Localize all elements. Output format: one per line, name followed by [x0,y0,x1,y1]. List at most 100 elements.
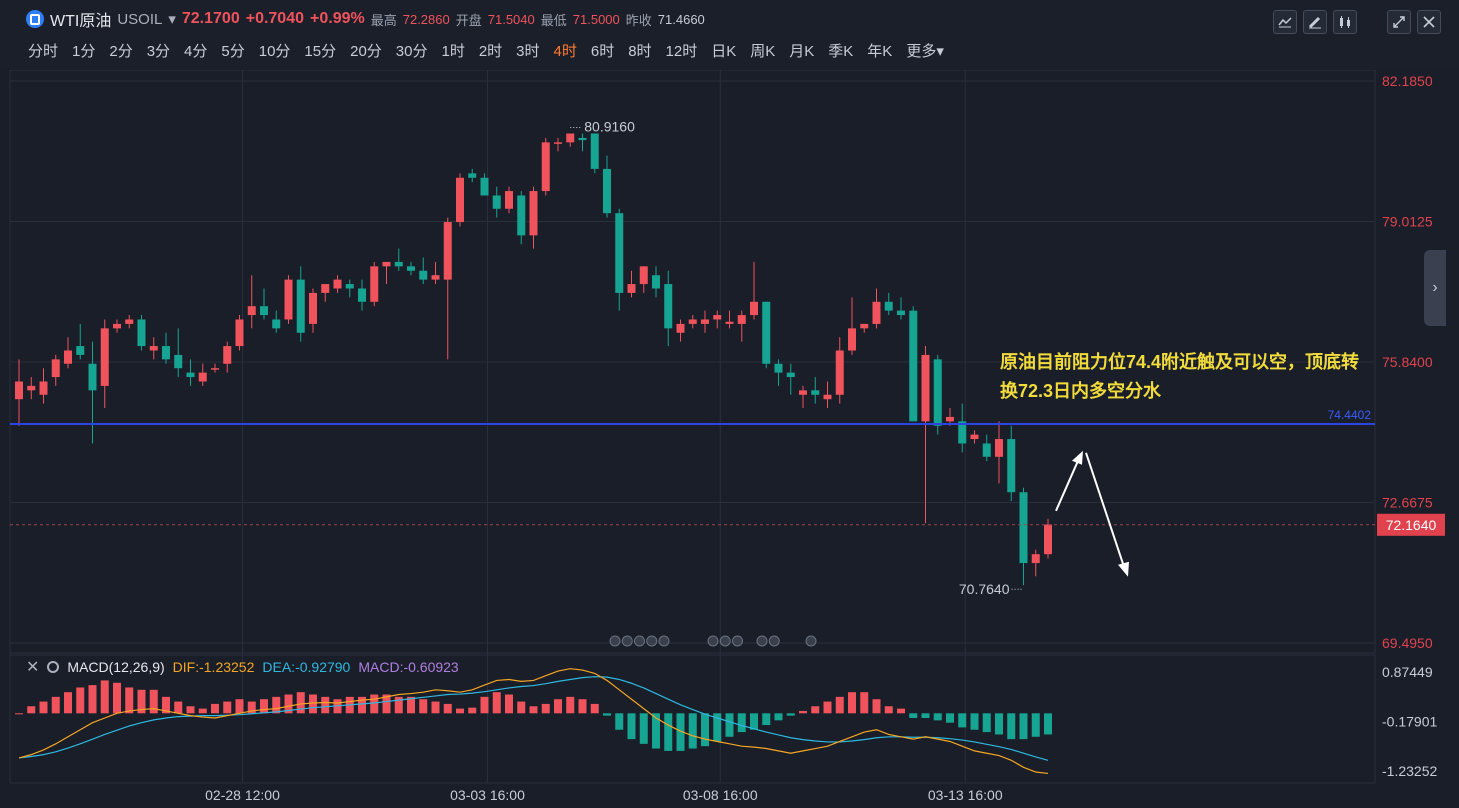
draw-icon[interactable] [1303,10,1327,34]
timeframe-tab[interactable]: 2时 [478,43,503,60]
timeframe-tab[interactable]: 1时 [441,43,465,60]
timeframe-tab[interactable]: 周K [750,43,776,60]
macd-bar [554,699,562,714]
macd-bar [762,713,771,726]
candle-body [162,346,170,360]
macd-bar [394,696,403,714]
macd-bar [162,696,170,714]
macd-bar [370,694,379,714]
timeframe-tab[interactable]: 8时 [628,43,652,60]
macd-y-axis-tick: -0.17901 [1382,714,1437,730]
timeframe-tab[interactable]: 日K [711,43,737,60]
timeframe-tab[interactable]: 年K [867,43,893,60]
candle-body [76,346,85,355]
timeframe-tab[interactable]: 更多▾ [906,43,944,60]
macd-bar [358,696,366,714]
macd-bar [946,713,954,723]
candle-body [149,346,158,351]
macd-bar [235,699,244,714]
macd-bar [737,713,746,733]
close-icon[interactable] [1417,10,1441,34]
x-axis-tick: 03-03 16:00 [450,787,525,803]
event-marker-icon [805,635,817,647]
candle-body [125,319,134,324]
macd-y-axis-tick: -1.23252 [1382,763,1437,779]
quote-row: WTI原油 USOIL ▾ 72.1700 +0.7040 +0.99% 最高 … [26,8,705,30]
axes: 82.1850 79.0125 75.8400 72.6675 69.4950 0.874… [205,73,1437,803]
timeframe-tab[interactable]: 15分 [304,43,337,60]
timeframe-tab[interactable]: 4时 [553,43,577,60]
settings-icon[interactable] [47,661,60,673]
candle-body [223,346,232,364]
price-change-pct: +0.99% [310,10,365,27]
annotation-text: 原油目前阻力位74.4附近触及可以空，顶底转换72.3日内多空分水 [1000,352,1360,401]
dif-line [18,668,1049,775]
timeframe-tabs: 分时 1分 2分 3分 4分 5分 10分 15分 20分 30分 1时 2时 3时 4时 6时 8时 12时日… [28,40,944,62]
chart-area[interactable]: 74.4402 72.1640 80.9160 70.7640 82.1850 79.0… [0,70,1459,808]
macd-bar [198,708,207,714]
candle-body [211,368,219,370]
macd-bar [982,713,991,733]
macd-bar [321,696,330,714]
timeframe-tab[interactable]: 分时 [28,43,59,60]
macd-bar [639,713,648,744]
candle-body [492,195,501,209]
timeframe-tab[interactable]: 季K [828,43,854,60]
macd-bar [1019,713,1028,740]
timeframe-tab[interactable]: 5分 [221,43,245,60]
candle-body [51,359,60,378]
macd-bar [443,703,452,714]
candle-body [688,319,697,324]
symbol-code[interactable]: USOIL [117,10,163,28]
timeframe-tab[interactable]: 20分 [350,43,382,60]
candle-body [309,292,317,324]
macd-bar [566,696,575,714]
indicator-icon[interactable] [1333,10,1357,34]
event-marker-icon [658,635,670,647]
candle-body [174,354,183,369]
line-chart-icon[interactable] [1273,10,1297,34]
macd-bar [909,713,918,718]
candle-body [603,168,611,214]
dea-value: DEA:-0.92790 [262,659,351,675]
candle-body [933,359,942,426]
y-axis-tick: 82.1850 [1382,73,1433,89]
macd-bar [113,682,121,714]
candle-body [590,133,599,169]
timeframe-tab[interactable]: 6时 [590,43,615,60]
candle-body [186,372,195,378]
candle-body [762,301,771,364]
timeframe-tab[interactable]: 4分 [184,43,208,60]
candle-body [1019,492,1028,564]
y-axis-tick: 69.4950 [1382,635,1433,651]
timeframe-tab[interactable]: 30分 [395,43,428,60]
macd-bar [578,699,587,714]
candle-body [848,328,856,351]
timeframe-tab[interactable]: 2分 [109,43,133,60]
symbol-name[interactable]: WTI原油 [50,13,112,30]
candle-body [284,279,293,320]
candle-body [198,372,207,382]
candle-body [701,319,709,324]
y-axis-tick: 79.0125 [1382,214,1433,230]
macd-header: ✕ MACD(12,26,9) DIF:-1.23252 DEA:-0.9279… [26,656,459,678]
candle-body [921,354,930,422]
fullscreen-icon[interactable] [1387,10,1411,34]
x-axis-tick: 02-28 12:00 [205,787,280,803]
candle-body [64,350,72,364]
timeframe-tab[interactable]: 12时 [665,43,698,60]
side-panel-toggle-icon[interactable]: › [1424,250,1446,326]
macd-bar [970,713,979,730]
symbol-dropdown-icon[interactable]: ▾ [168,11,176,28]
candle-body [958,421,967,444]
timeframe-tab[interactable]: 月K [789,43,815,60]
timeframe-tab[interactable]: 1分 [72,43,96,60]
macd-bar [174,701,183,714]
timeframe-tab[interactable]: 3分 [146,43,171,60]
close-indicator-icon[interactable]: ✕ [26,659,40,676]
timeframe-tab[interactable]: 10分 [258,43,291,60]
macd-bar [786,713,795,716]
candle-body [578,137,587,141]
candle-body [260,306,268,316]
timeframe-tab[interactable]: 3时 [516,43,540,60]
